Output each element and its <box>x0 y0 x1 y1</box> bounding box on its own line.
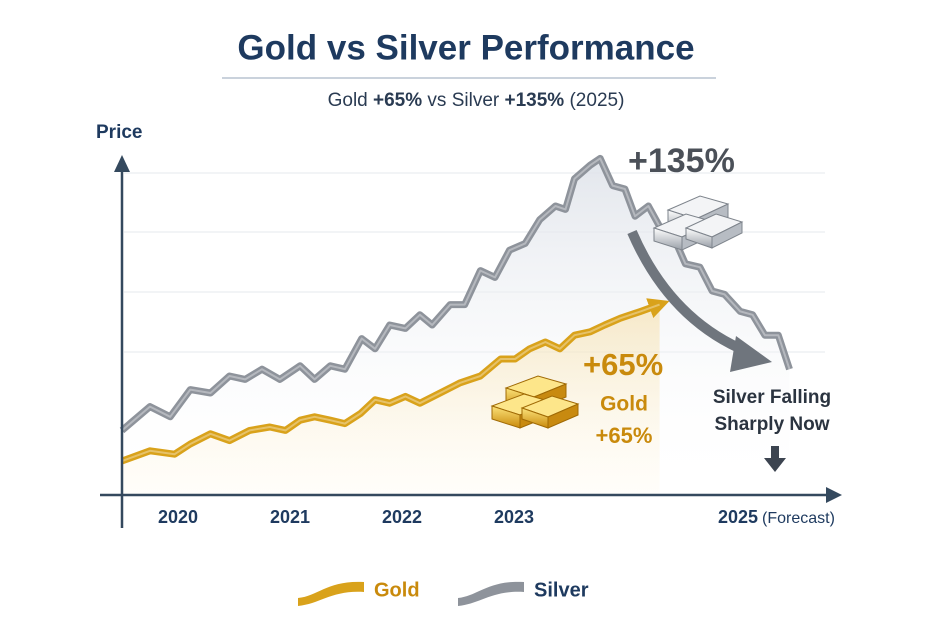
x-tick-label: 2025 <box>718 507 758 527</box>
x-tick-label: 2021 <box>270 507 310 527</box>
falling-arrow-head <box>730 336 772 372</box>
gold-gain: +65% <box>583 347 663 382</box>
legend: Gold Silver <box>298 579 589 606</box>
series-highlight <box>121 157 791 432</box>
subtitle-part: +65% <box>373 90 423 111</box>
x-tick-label: 2020 <box>158 507 198 527</box>
silver-note: Sharply Now <box>714 414 829 435</box>
series-line <box>120 298 670 465</box>
gold-bars-icon <box>490 375 580 429</box>
falling-arrow <box>627 230 750 357</box>
x-tick-label: 2022 <box>382 507 422 527</box>
legend-label: Gold <box>374 579 420 601</box>
x-axis-arrow <box>826 487 842 503</box>
down-arrow <box>764 446 786 472</box>
silver-bars-icon <box>652 195 744 251</box>
y-axis-label: Price <box>96 122 142 143</box>
legend-swatch <box>298 581 364 606</box>
plot <box>119 154 793 495</box>
silver-note: Silver Falling <box>713 387 831 408</box>
silver-gain: +135% <box>628 142 735 180</box>
subtitle-part: vs Silver <box>422 90 505 111</box>
y-axis-arrow <box>114 155 130 172</box>
subtitle-part: Gold <box>327 90 374 111</box>
gold-label: +65% <box>596 423 653 448</box>
x-tick-label: 2023 <box>494 507 534 527</box>
gold-label: Gold <box>600 393 648 416</box>
forecast-label: (Forecast) <box>762 510 835 527</box>
chart-title: Gold vs Silver Performance <box>237 28 694 67</box>
subtitle-part: +135% <box>504 90 565 111</box>
series-highlight <box>121 303 660 462</box>
legend-swatch <box>458 581 524 606</box>
subtitle-part: (2025) <box>564 90 625 111</box>
legend-label: Silver <box>534 579 589 601</box>
subtitle: Gold +65% vs Silver +135% (2025) <box>0 90 952 112</box>
series-line <box>119 154 793 434</box>
